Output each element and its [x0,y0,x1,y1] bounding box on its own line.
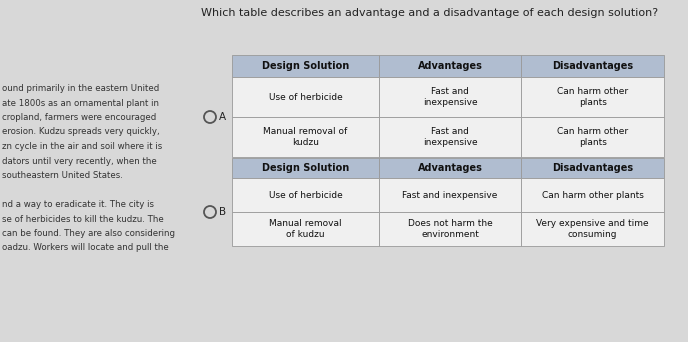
Text: Fast and inexpensive: Fast and inexpensive [402,190,498,199]
Bar [522,212,664,246]
Bar [232,117,379,157]
Text: Can harm other
plants: Can harm other plants [557,87,628,107]
Text: Advantages: Advantages [418,163,482,173]
Bar [232,212,379,246]
Text: Can harm other
plants: Can harm other plants [557,127,628,147]
Text: Fast and
inexpensive: Fast and inexpensive [423,87,477,107]
Text: Disadvantages: Disadvantages [552,61,633,71]
Text: zn cycle in the air and soil where it is: zn cycle in the air and soil where it is [2,142,162,151]
Bar [522,178,664,212]
Text: Very expensive and time
consuming: Very expensive and time consuming [537,219,649,239]
Text: Use of herbicide: Use of herbicide [268,190,343,199]
Text: B: B [219,207,226,217]
Bar [232,55,379,77]
Bar [522,117,664,157]
Text: Can harm other plants: Can harm other plants [541,190,644,199]
Bar [232,178,379,212]
Text: Fast and
inexpensive: Fast and inexpensive [423,127,477,147]
Text: dators until very recently, when the: dators until very recently, when the [2,157,157,166]
Text: se of herbicides to kill the kudzu. The: se of herbicides to kill the kudzu. The [2,214,164,224]
Text: Manual removal
of kudzu: Manual removal of kudzu [269,219,342,239]
Text: oadzu. Workers will locate and pull the: oadzu. Workers will locate and pull the [2,244,169,252]
Text: can be found. They are also considering: can be found. They are also considering [2,229,175,238]
Text: Advantages: Advantages [418,61,482,71]
Text: Does not harm the
environment: Does not harm the environment [408,219,493,239]
Text: ound primarily in the eastern United: ound primarily in the eastern United [2,84,159,93]
Text: Design Solution: Design Solution [262,61,349,71]
Bar [379,158,522,178]
Text: cropland, farmers were encouraged: cropland, farmers were encouraged [2,113,156,122]
Bar [522,77,664,117]
Bar [379,117,522,157]
Text: Disadvantages: Disadvantages [552,163,633,173]
Text: Manual removal of
kudzu: Manual removal of kudzu [264,127,347,147]
Text: erosion. Kudzu spreads very quickly,: erosion. Kudzu spreads very quickly, [2,128,160,136]
Bar [232,158,379,178]
Bar [379,77,522,117]
Bar [232,77,379,117]
Text: Use of herbicide: Use of herbicide [268,92,343,102]
Bar [522,55,664,77]
Text: southeastern United States.: southeastern United States. [2,171,123,180]
Bar [522,158,664,178]
Text: ate 1800s as an ornamental plant in: ate 1800s as an ornamental plant in [2,98,159,107]
Text: Which table describes an advantage and a disadvantage of each design solution?: Which table describes an advantage and a… [202,8,658,18]
Bar [379,55,522,77]
Bar [379,212,522,246]
Bar [379,178,522,212]
Text: Design Solution: Design Solution [262,163,349,173]
Text: A: A [219,112,226,122]
Text: nd a way to eradicate it. The city is: nd a way to eradicate it. The city is [2,200,154,209]
